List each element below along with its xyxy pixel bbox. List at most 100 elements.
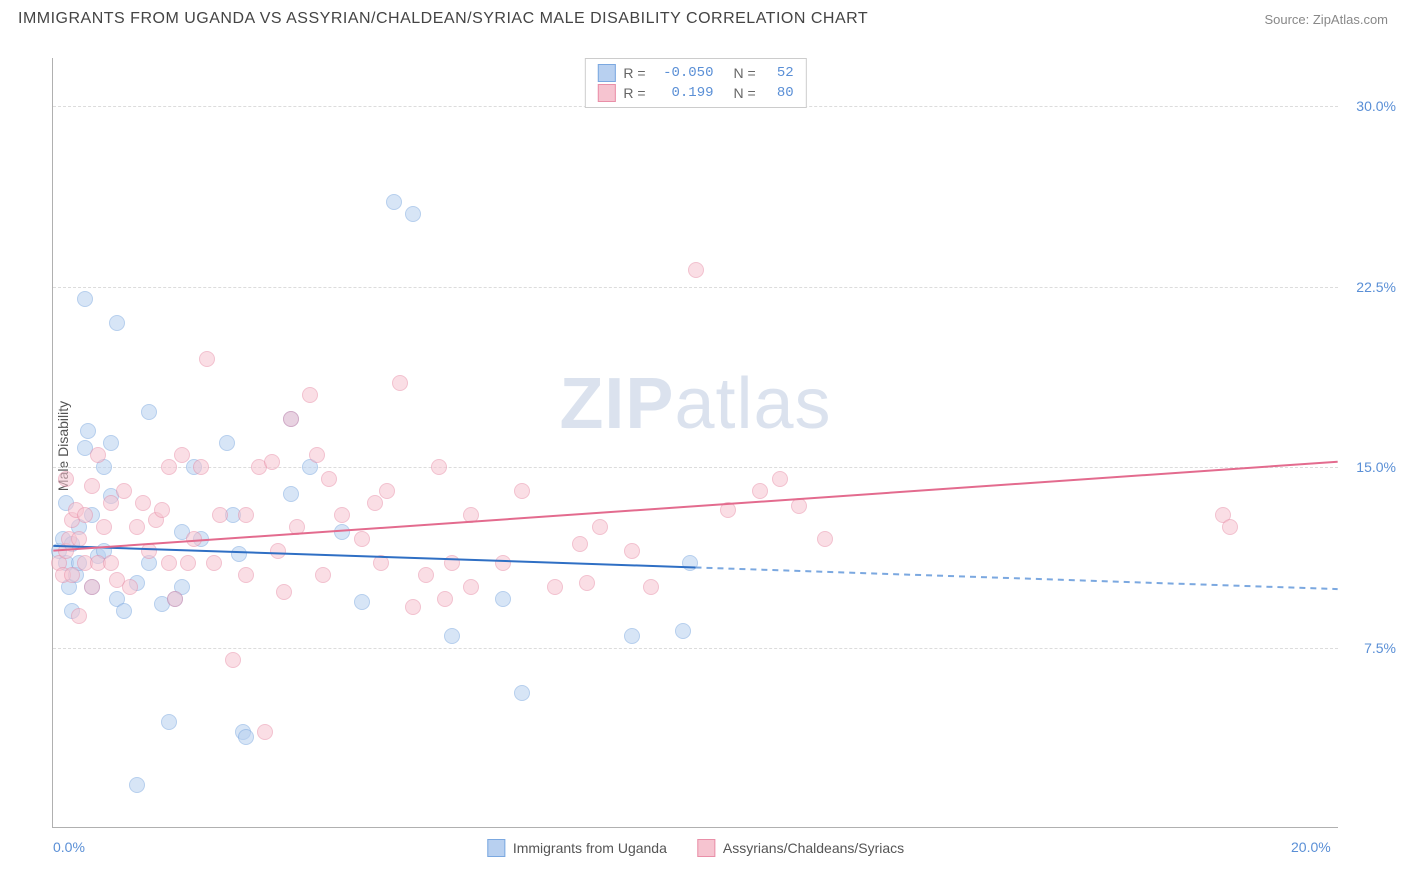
data-point bbox=[90, 447, 106, 463]
data-point bbox=[720, 502, 736, 518]
data-point bbox=[772, 471, 788, 487]
data-point bbox=[141, 543, 157, 559]
data-point bbox=[161, 555, 177, 571]
data-point bbox=[752, 483, 768, 499]
data-point bbox=[80, 423, 96, 439]
data-point bbox=[238, 507, 254, 523]
data-point bbox=[96, 519, 112, 535]
data-point bbox=[174, 447, 190, 463]
data-point bbox=[675, 623, 691, 639]
data-point bbox=[315, 567, 331, 583]
legend-swatch bbox=[597, 64, 615, 82]
data-point bbox=[257, 724, 273, 740]
n-label: N = bbox=[734, 85, 756, 101]
data-point bbox=[71, 608, 87, 624]
ytick-label: 7.5% bbox=[1364, 640, 1396, 656]
data-point bbox=[77, 507, 93, 523]
ytick-label: 15.0% bbox=[1356, 459, 1396, 475]
data-point bbox=[225, 652, 241, 668]
data-point bbox=[437, 591, 453, 607]
data-point bbox=[77, 291, 93, 307]
data-point bbox=[103, 435, 119, 451]
data-point bbox=[103, 495, 119, 511]
data-point bbox=[405, 599, 421, 615]
data-point bbox=[129, 519, 145, 535]
data-point bbox=[321, 471, 337, 487]
legend-swatch bbox=[697, 839, 715, 857]
legend-swatch bbox=[487, 839, 505, 857]
data-point bbox=[58, 471, 74, 487]
data-point bbox=[276, 584, 292, 600]
data-point bbox=[643, 579, 659, 595]
series-name: Immigrants from Uganda bbox=[513, 840, 667, 856]
data-point bbox=[270, 543, 286, 559]
data-point bbox=[161, 459, 177, 475]
data-point bbox=[199, 351, 215, 367]
data-point bbox=[289, 519, 305, 535]
data-point bbox=[624, 543, 640, 559]
source-label: Source: ZipAtlas.com bbox=[1264, 12, 1388, 27]
data-point bbox=[367, 495, 383, 511]
n-value: 52 bbox=[764, 65, 794, 81]
data-point bbox=[135, 495, 151, 511]
data-point bbox=[354, 594, 370, 610]
data-point bbox=[122, 579, 138, 595]
data-point bbox=[84, 478, 100, 494]
data-point bbox=[463, 507, 479, 523]
gridline bbox=[53, 467, 1338, 468]
legend-stats-row: R = -0.050 N = 52 bbox=[597, 63, 793, 83]
data-point bbox=[109, 315, 125, 331]
data-point bbox=[379, 483, 395, 499]
data-point bbox=[444, 628, 460, 644]
r-value: -0.050 bbox=[654, 65, 714, 81]
data-point bbox=[141, 404, 157, 420]
xtick-label: 20.0% bbox=[1291, 839, 1331, 855]
data-point bbox=[238, 729, 254, 745]
chart-title: IMMIGRANTS FROM UGANDA VS ASSYRIAN/CHALD… bbox=[18, 10, 868, 28]
n-value: 80 bbox=[764, 85, 794, 101]
data-point bbox=[186, 531, 202, 547]
data-point bbox=[791, 498, 807, 514]
gridline bbox=[53, 648, 1338, 649]
watermark: ZIPatlas bbox=[559, 363, 831, 445]
data-point bbox=[373, 555, 389, 571]
data-point bbox=[688, 262, 704, 278]
legend-series-item: Assyrians/Chaldeans/Syriacs bbox=[697, 839, 904, 857]
data-point bbox=[180, 555, 196, 571]
legend-stats-row: R =0.199N =80 bbox=[597, 83, 793, 103]
data-point bbox=[392, 375, 408, 391]
data-point bbox=[418, 567, 434, 583]
xtick-label: 0.0% bbox=[53, 839, 85, 855]
regression-lines bbox=[53, 58, 1338, 827]
plot-area: ZIPatlas R =-0.050N =52R =0.199N =80 Imm… bbox=[52, 58, 1338, 828]
data-point bbox=[624, 628, 640, 644]
r-label: R = bbox=[623, 65, 645, 81]
data-point bbox=[682, 555, 698, 571]
data-point bbox=[167, 591, 183, 607]
legend-series-item: Immigrants from Uganda bbox=[487, 839, 667, 857]
data-point bbox=[514, 483, 530, 499]
data-point bbox=[116, 603, 132, 619]
data-point bbox=[592, 519, 608, 535]
data-point bbox=[1222, 519, 1238, 535]
data-point bbox=[71, 531, 87, 547]
data-point bbox=[238, 567, 254, 583]
data-point bbox=[212, 507, 228, 523]
data-point bbox=[386, 194, 402, 210]
data-point bbox=[514, 685, 530, 701]
legend-series: Immigrants from Uganda Assyrians/Chaldean… bbox=[487, 839, 904, 857]
data-point bbox=[302, 387, 318, 403]
data-point bbox=[405, 206, 421, 222]
data-point bbox=[817, 531, 833, 547]
data-point bbox=[579, 575, 595, 591]
data-point bbox=[495, 555, 511, 571]
data-point bbox=[334, 524, 350, 540]
data-point bbox=[129, 777, 145, 793]
n-label: N = bbox=[734, 65, 756, 81]
data-point bbox=[264, 454, 280, 470]
data-point bbox=[463, 579, 479, 595]
data-point bbox=[64, 567, 80, 583]
data-point bbox=[354, 531, 370, 547]
data-point bbox=[161, 714, 177, 730]
data-point bbox=[154, 502, 170, 518]
